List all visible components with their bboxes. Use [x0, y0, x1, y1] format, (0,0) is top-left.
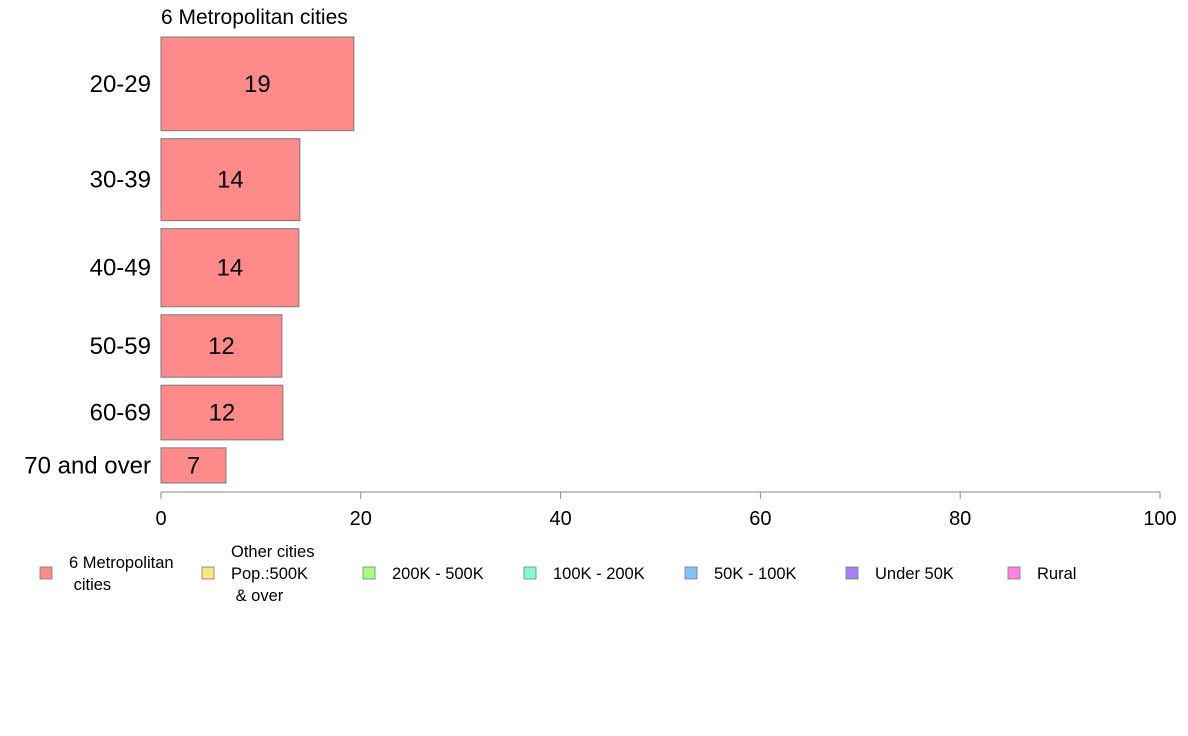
legend-swatch	[39, 566, 53, 580]
legend-item: Other cities Pop.:500K & over	[201, 543, 314, 605]
x-axis: 0 20 40 60 80 100	[155, 491, 1177, 530]
category-label: 40-49	[90, 255, 151, 282]
bar-value-label: 12	[209, 400, 236, 427]
legend-swatch	[684, 566, 698, 580]
bar-value-label: 14	[217, 255, 244, 282]
legend: 6 Metropolitan cities Other cities Pop.:50…	[39, 543, 1076, 605]
x-tick-label: 40	[549, 508, 571, 530]
legend-item: Rural	[1007, 565, 1076, 583]
bar-50-59	[160, 314, 283, 378]
legend-swatch	[845, 566, 859, 580]
legend-label: 6 Metropolitan cities	[69, 554, 174, 594]
legend-item: 50K - 100K	[684, 565, 797, 583]
category-label: 30-39	[90, 167, 151, 194]
bar-value-label: 12	[208, 333, 235, 360]
x-tick-label: 20	[350, 508, 372, 530]
x-tick-label: 0	[155, 508, 166, 530]
bars: 19 20-29 14 30-39 14 40-49 12 50-59 12 60-69 7 70 a…	[24, 36, 355, 484]
x-tick-label: 100	[1143, 508, 1176, 530]
legend-swatch	[362, 566, 376, 580]
bar-value-label: 19	[244, 71, 271, 98]
legend-label: Rural	[1037, 565, 1076, 583]
legend-label: Other cities Pop.:500K & over	[231, 543, 314, 605]
x-tick-label: 80	[949, 508, 971, 530]
legend-item: 6 Metropolitan cities	[39, 554, 174, 594]
bar-30-39	[160, 138, 301, 222]
legend-label: Under 50K	[875, 565, 954, 583]
category-label: 20-29	[90, 71, 151, 98]
legend-label: 50K - 100K	[714, 565, 797, 583]
legend-label: 200K - 500K	[392, 565, 484, 583]
bar-value-label: 14	[217, 167, 244, 194]
bar-20-29	[160, 36, 355, 132]
legend-swatch	[201, 566, 215, 580]
bar-60-69	[160, 384, 284, 441]
chart-title: 6 Metropolitan cities	[161, 6, 348, 29]
legend-label: 100K - 200K	[553, 565, 645, 583]
bar-value-label: 7	[187, 452, 200, 479]
category-label: 70 and over	[24, 452, 151, 479]
bar-40-49	[160, 228, 300, 308]
bar-70-and-over	[160, 447, 227, 484]
x-tick-label: 60	[749, 508, 771, 530]
legend-swatch	[1007, 566, 1021, 580]
legend-item: 200K - 500K	[362, 565, 484, 583]
legend-item: Under 50K	[845, 565, 954, 583]
legend-swatch	[523, 566, 537, 580]
category-label: 60-69	[90, 400, 151, 427]
legend-item: 100K - 200K	[523, 565, 645, 583]
category-label: 50-59	[90, 333, 151, 360]
